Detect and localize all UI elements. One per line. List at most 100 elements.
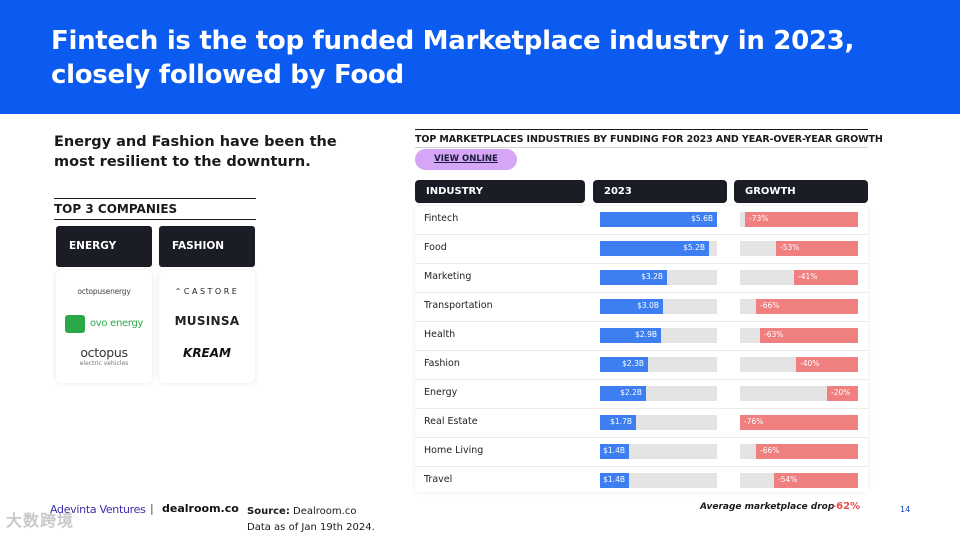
- growth-value: -66%: [760, 446, 780, 455]
- growth-value: -40%: [800, 359, 820, 368]
- industry-label: Transportation: [424, 300, 493, 311]
- growth-bar: -66%: [756, 299, 858, 314]
- funding-bar-track: $5.6B: [600, 212, 717, 227]
- header-banner: Fintech is the top funded Marketplace in…: [0, 0, 960, 114]
- row-divider: [415, 263, 868, 264]
- funding-bar-track: $3.2B: [600, 270, 717, 285]
- industry-label: Fashion: [424, 358, 460, 369]
- row-divider: [415, 292, 868, 293]
- growth-bar-track: -73%: [740, 212, 858, 227]
- funding-bar-track: $1.7B: [600, 415, 717, 430]
- growth-bar: -40%: [796, 357, 858, 372]
- funding-bar-track: $2.2B: [600, 386, 717, 401]
- octopus-ev-subtitle: electric vehicles: [79, 360, 129, 367]
- octopus-ev-logo: octopus: [80, 345, 128, 360]
- funding-bar: $1.4B: [600, 444, 629, 459]
- top3-divider-top: [54, 198, 256, 199]
- funding-value: $1.4B: [603, 446, 625, 455]
- musinsa-logo: MUSINSA: [174, 314, 240, 328]
- funding-bar: $3.2B: [600, 270, 667, 285]
- growth-bar: -63%: [760, 328, 858, 343]
- table-row: Real Estate $1.7B -76%: [415, 409, 868, 438]
- fashion-companies-box: ⌃ CASTORE MUSINSA KREAM: [159, 270, 255, 383]
- growth-bar-track: -66%: [740, 444, 858, 459]
- growth-bar-track: -54%: [740, 473, 858, 488]
- energy-companies-box: octopusenergy ovo energy octopus electri…: [56, 270, 152, 383]
- castore-icon: ⌃: [174, 287, 184, 296]
- growth-bar: -20%: [827, 386, 858, 401]
- table-row: Energy $2.2B -20%: [415, 380, 868, 409]
- growth-bar-track: -40%: [740, 357, 858, 372]
- funding-bar-track: $3.0B: [600, 299, 717, 314]
- growth-value: -63%: [764, 330, 784, 339]
- growth-bar-track: -53%: [740, 241, 858, 256]
- growth-bar: -41%: [794, 270, 858, 285]
- funding-value: $2.3B: [622, 359, 644, 368]
- adevinta-ventures-logo: Adevinta Ventures: [50, 503, 146, 516]
- industry-table: Fintech $5.6B -73% Food $5.2B -53% Marketing $3…: [415, 206, 868, 492]
- growth-value: -73%: [749, 214, 769, 223]
- funding-bar-track: $2.9B: [600, 328, 717, 343]
- funding-bar: $1.7B: [600, 415, 636, 430]
- table-row: Food $5.2B -53%: [415, 235, 868, 264]
- funding-2023-header: 2023: [593, 180, 727, 203]
- chart-title: TOP MARKETPLACES INDUSTRIES BY FUNDING F…: [415, 134, 883, 145]
- funding-bar-track: $5.2B: [600, 241, 717, 256]
- table-row: Marketing $3.2B -41%: [415, 264, 868, 293]
- watermark: 大数跨境: [6, 511, 75, 530]
- page-title: Fintech is the top funded Marketplace in…: [51, 26, 855, 90]
- row-divider: [415, 408, 868, 409]
- ovo-icon: [64, 314, 85, 333]
- average-drop-value: -62%: [832, 501, 861, 512]
- page-number: 14: [900, 505, 911, 514]
- funding-value: $2.2B: [620, 388, 642, 397]
- growth-bar: -76%: [740, 415, 858, 430]
- industry-label: Energy: [424, 387, 458, 398]
- row-divider: [415, 437, 868, 438]
- funding-value: $5.6B: [691, 214, 713, 223]
- growth-value: -53%: [780, 243, 800, 252]
- row-divider: [415, 379, 868, 380]
- growth-bar-track: -66%: [740, 299, 858, 314]
- chart-top-divider: [415, 129, 868, 130]
- table-row: Home Living $1.4B -66%: [415, 438, 868, 467]
- funding-bar: $5.6B: [600, 212, 717, 227]
- industry-label: Fintech: [424, 213, 459, 224]
- chart-title-divider: [415, 147, 868, 148]
- table-row: Health $2.9B -63%: [415, 322, 868, 351]
- funding-value: $1.7B: [610, 417, 632, 426]
- growth-bar-track: -76%: [740, 415, 858, 430]
- top3-divider-bottom: [54, 219, 256, 220]
- kream-logo: KREAM: [183, 346, 231, 360]
- industry-label: Food: [424, 242, 447, 253]
- growth-value: -20%: [831, 388, 851, 397]
- view-online-button[interactable]: VIEW ONLINE: [415, 149, 517, 170]
- funding-value: $3.2B: [641, 272, 663, 281]
- fashion-column-header: FASHION: [159, 226, 255, 267]
- funding-bar: $5.2B: [600, 241, 709, 256]
- energy-column-header: ENERGY: [56, 226, 152, 267]
- source-value: Dealroom.co: [293, 506, 357, 517]
- growth-bar: -66%: [756, 444, 858, 459]
- industry-label: Home Living: [424, 445, 484, 456]
- growth-value: -76%: [744, 417, 764, 426]
- funding-bar-track: $1.4B: [600, 444, 717, 459]
- brand-separator: |: [150, 502, 154, 515]
- industry-header: INDUSTRY: [415, 180, 585, 203]
- ovo-energy-logo: ovo energy: [56, 313, 152, 333]
- subtitle: Energy and Fashion have been the most re…: [54, 134, 337, 170]
- row-divider: [415, 321, 868, 322]
- growth-header: GROWTH: [734, 180, 868, 203]
- funding-bar: $2.2B: [600, 386, 646, 401]
- row-divider: [415, 466, 868, 467]
- funding-value: $1.4B: [603, 475, 625, 484]
- industry-label: Health: [424, 329, 456, 340]
- funding-bar: $1.4B: [600, 473, 629, 488]
- funding-bar-track: $1.4B: [600, 473, 717, 488]
- funding-value: $2.9B: [635, 330, 657, 339]
- industry-label: Marketing: [424, 271, 472, 282]
- table-row: Travel $1.4B -54%: [415, 467, 868, 496]
- growth-value: -41%: [798, 272, 818, 281]
- ovo-energy-text: ovo energy: [89, 318, 144, 329]
- source-label: Source:: [247, 506, 290, 517]
